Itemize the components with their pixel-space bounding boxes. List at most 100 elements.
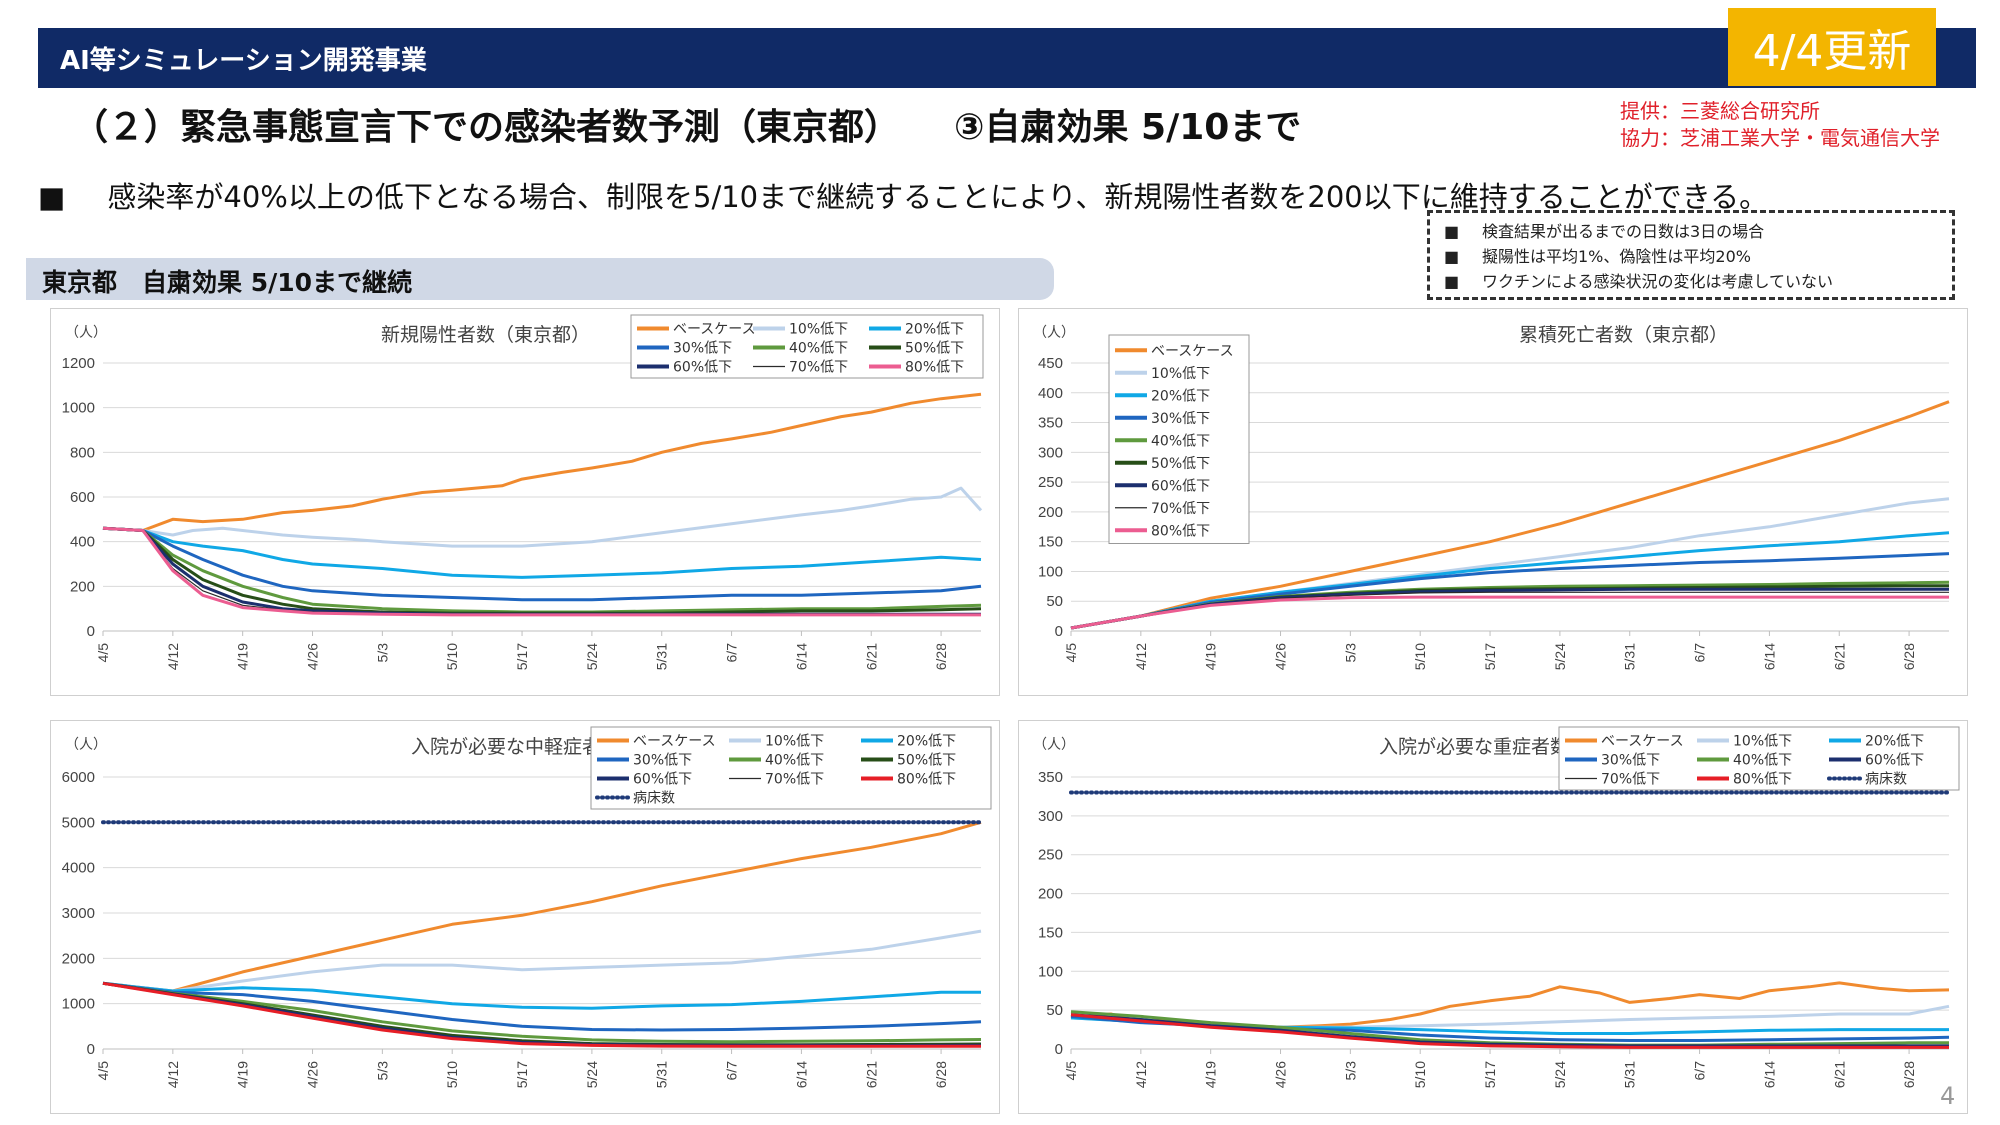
legend-box [590,726,992,810]
series-line [102,526,981,617]
y-tick-label: 5000 [62,814,95,831]
y-unit-label: （人） [1033,325,1075,341]
series-line [102,981,982,1047]
legend-label: 30%低下 [673,341,732,357]
x-tick-label: 6/28 [1901,643,1917,670]
legend-label: 60%低下 [1151,478,1210,494]
series-line [1070,531,1950,630]
assumption-notes: ■ 検査結果が出るまでの日数は3日の場合 ■ 擬陽性は平均1%、偽陰性は平均20% … [1427,210,1955,300]
x-tick-label: 5/10 [1412,1061,1428,1088]
y-unit-label: （人） [65,325,107,341]
y-tick-label: 0 [1055,1041,1063,1058]
x-tick-label: 4/19 [1203,1061,1219,1088]
series-line [1070,595,1949,630]
legend-label: 70%低下 [1601,772,1660,788]
section-label: 東京都 自粛効果 5/10まで継続 [42,268,413,297]
legend-label: ベースケース [1601,734,1684,750]
note-row: ■ ワクチンによる感染状況の変化は考慮していない [1444,269,1952,294]
y-tick-label: 0 [87,623,95,640]
x-tick-label: 5/24 [1552,643,1568,670]
legend-label: 40%低下 [1151,433,1210,449]
legend-label: 病床数 [633,791,675,807]
x-tick-label: 5/31 [654,1061,670,1088]
legend-label: 病床数 [1865,772,1907,788]
x-tick-label: 4/26 [305,1061,321,1088]
x-tick-label: 4/12 [1133,643,1149,670]
series-line [1070,1013,1949,1049]
legend-label: 70%低下 [1151,501,1210,517]
x-tick-label: 5/10 [444,643,460,670]
x-tick-label: 6/7 [724,643,740,663]
note-square-icon: ■ [1444,247,1460,266]
legend-label: ベースケース [673,322,756,338]
x-tick-label: 4/26 [305,643,321,670]
series-line [102,486,983,548]
note-square-icon: ■ [1444,222,1460,241]
chart-svg: 0 200 400 600 800 1000 1200 4/5 4/12 4/19 4/26 5/3 5… [62,314,984,670]
x-tick-label: 5/31 [1622,643,1638,670]
x-tick-label: 4/5 [95,1061,111,1081]
y-tick-label: 200 [1038,886,1063,903]
y-tick-label: 100 [1038,563,1063,580]
x-tick-label: 6/7 [1692,643,1708,663]
x-tick-label: 4/12 [165,643,181,670]
note-row: ■ 擬陽性は平均1%、偽陰性は平均20% [1444,244,1952,269]
legend-label: 30%低下 [1601,753,1660,769]
legend-label: 70%低下 [789,360,848,376]
y-tick-label: 100 [1038,963,1063,980]
chart-new-cases: 0 200 400 600 800 1000 1200 4/5 4/12 4/19 4/26 5/3 5… [50,308,1000,696]
provider-line-2: 協力：芝浦工業大学・電気通信大学 [1620,126,1940,150]
series-line [102,526,982,579]
note-text: 検査結果が出るまでの日数は3日の場合 [1482,222,1765,241]
x-tick-label: 5/3 [374,1061,390,1081]
x-tick-label: 5/24 [584,1061,600,1088]
y-tick-label: 200 [1038,504,1063,521]
y-tick-label: 0 [87,1041,95,1058]
note-row: ■ 検査結果が出るまでの日数は3日の場合 [1444,219,1952,244]
x-tick-label: 6/21 [863,643,879,670]
x-tick-label: 4/19 [235,1061,251,1088]
series-line [102,981,981,1048]
x-tick-label: 5/31 [1622,1061,1638,1088]
y-tick-label: 300 [1038,808,1063,825]
y-tick-label: 300 [1038,444,1063,461]
x-tick-label: 4/26 [1273,1061,1289,1088]
banner-title: AI等シミュレーション開発事業 [60,46,427,76]
x-tick-label: 4/12 [1133,1061,1149,1088]
page-number: 4 [1940,1082,1956,1110]
x-tick-label: 5/3 [1342,1061,1358,1081]
y-tick-label: 50 [1046,593,1063,610]
bullet-square-icon: ■ [38,180,66,214]
legend-label: 60%低下 [633,772,692,788]
section-header-bar [26,258,1054,300]
chart-svg: 0 1000 2000 3000 4000 5000 6000 4/5 4/12 4/19 4/26… [62,726,992,1088]
x-tick-label: 4/5 [1063,643,1079,663]
legend-label: ベースケース [633,734,716,750]
legend-label: 80%低下 [1151,523,1210,539]
legend-label: 30%低下 [1151,411,1210,427]
summary-bullet: ■ 感染率が40%以上の低下となる場合、制限を5/10まで継続することにより、新規… [38,174,1768,216]
x-tick-label: 6/28 [1901,1061,1917,1088]
y-tick-label: 450 [1038,355,1063,372]
x-tick-label: 5/10 [444,1061,460,1088]
y-tick-label: 600 [70,489,95,506]
y-tick-label: 400 [1038,385,1063,402]
series-line [102,981,982,1032]
x-tick-label: 5/24 [1552,1061,1568,1088]
x-tick-label: 4/5 [1063,1061,1079,1081]
legend-label: 20%低下 [1151,388,1210,404]
header-banner [38,28,1976,88]
legend-label: 50%低下 [905,341,964,357]
y-tick-label: 3000 [62,905,95,922]
series-line [102,526,982,602]
series-line [1070,587,1949,630]
x-tick-label: 6/28 [933,1061,949,1088]
note-square-icon: ■ [1444,272,1460,291]
legend-label: 40%低下 [765,753,824,769]
y-tick-label: 4000 [62,860,95,877]
y-tick-label: 50 [1046,1002,1063,1019]
series-line [1070,400,1950,630]
x-tick-label: 6/21 [1831,1061,1847,1088]
x-tick-label: 5/24 [584,643,600,670]
y-tick-label: 0 [1055,623,1063,640]
